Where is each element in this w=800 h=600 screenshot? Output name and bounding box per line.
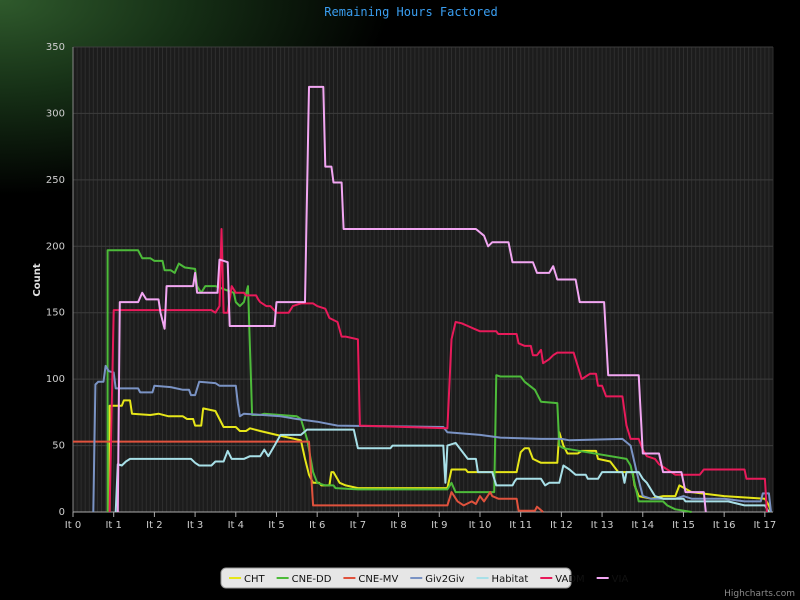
legend-label: Habitat — [492, 574, 529, 585]
y-axis: 0 50 100 150 200 250 300 350 — [46, 42, 74, 518]
legend-item-via[interactable]: VIA — [596, 574, 629, 585]
x-tick-label: It 8 — [390, 520, 406, 531]
x-tick-label: It 0 — [65, 520, 81, 531]
legend[interactable]: CHT CNE-DD CNE-MV Giv2Giv Habitat VADM VIA — [220, 567, 629, 589]
legend-label: CNE-DD — [292, 574, 332, 585]
legend-label: CHT — [244, 574, 266, 585]
legend-item-cne-mv[interactable]: CNE-MV — [343, 574, 398, 585]
series-line-cne-dd[interactable] — [106, 249, 692, 513]
series-line-via[interactable] — [116, 85, 707, 513]
legend-item-giv2giv[interactable]: Giv2Giv — [410, 574, 465, 585]
series-line-habitat[interactable] — [114, 428, 770, 513]
y-tick-label: 350 — [46, 42, 65, 53]
series-line-cne-mv[interactable] — [73, 440, 544, 513]
x-tick-label: It 10 — [469, 520, 492, 531]
legend-label: CNE-MV — [358, 574, 398, 585]
legend-label: VADM — [555, 574, 584, 585]
y-tick-label: 250 — [46, 175, 65, 186]
legend-label: VIA — [612, 574, 629, 585]
series-line-vadm[interactable] — [108, 228, 768, 513]
y-tick-label: 200 — [46, 241, 65, 252]
x-tick-label: It 13 — [591, 520, 614, 531]
legend-item-cne-dd[interactable]: CNE-DD — [276, 574, 332, 585]
y-axis-label: Count — [32, 263, 43, 296]
x-tick-label: It 14 — [631, 520, 654, 531]
minor-grid — [72, 47, 774, 512]
chart-title: Remaining Hours Factored — [324, 5, 497, 19]
x-tick-label: It 4 — [228, 520, 244, 531]
x-tick-label: It 2 — [146, 520, 162, 531]
legend-item-vadm[interactable]: VADM — [540, 574, 585, 585]
x-tick-label: It 15 — [672, 520, 695, 531]
y-tick-label: 100 — [46, 374, 65, 385]
x-tick-label: It 1 — [105, 520, 121, 531]
y-tick-label: 0 — [59, 507, 65, 518]
x-tick-label: It 16 — [713, 520, 736, 531]
x-tick-label: It 12 — [550, 520, 573, 531]
legend-label: Giv2Giv — [425, 574, 464, 585]
legend-item-cht[interactable]: CHT — [229, 574, 266, 585]
x-tick-label: It 9 — [431, 520, 447, 531]
x-tick-label: It 5 — [268, 520, 284, 531]
x-tick-label: It 7 — [350, 520, 366, 531]
x-tick-label: It 17 — [753, 520, 776, 531]
x-tick-label: It 3 — [187, 520, 203, 531]
y-tick-label: 300 — [46, 108, 65, 119]
y-tick-label: 150 — [46, 308, 65, 319]
x-axis: It 0 It 1 It 2 It 3 It 4 It 5 It 6 It 7 It 8 It 9… — [65, 511, 776, 531]
legend-box — [220, 567, 572, 589]
x-tick-label: It 6 — [309, 520, 325, 531]
y-tick-label: 50 — [52, 441, 65, 452]
legend-item-habitat[interactable]: Habitat — [476, 574, 529, 585]
credits[interactable]: Highcharts.com — [724, 589, 795, 599]
series-group — [73, 85, 772, 513]
x-tick-label: It 11 — [509, 520, 532, 531]
